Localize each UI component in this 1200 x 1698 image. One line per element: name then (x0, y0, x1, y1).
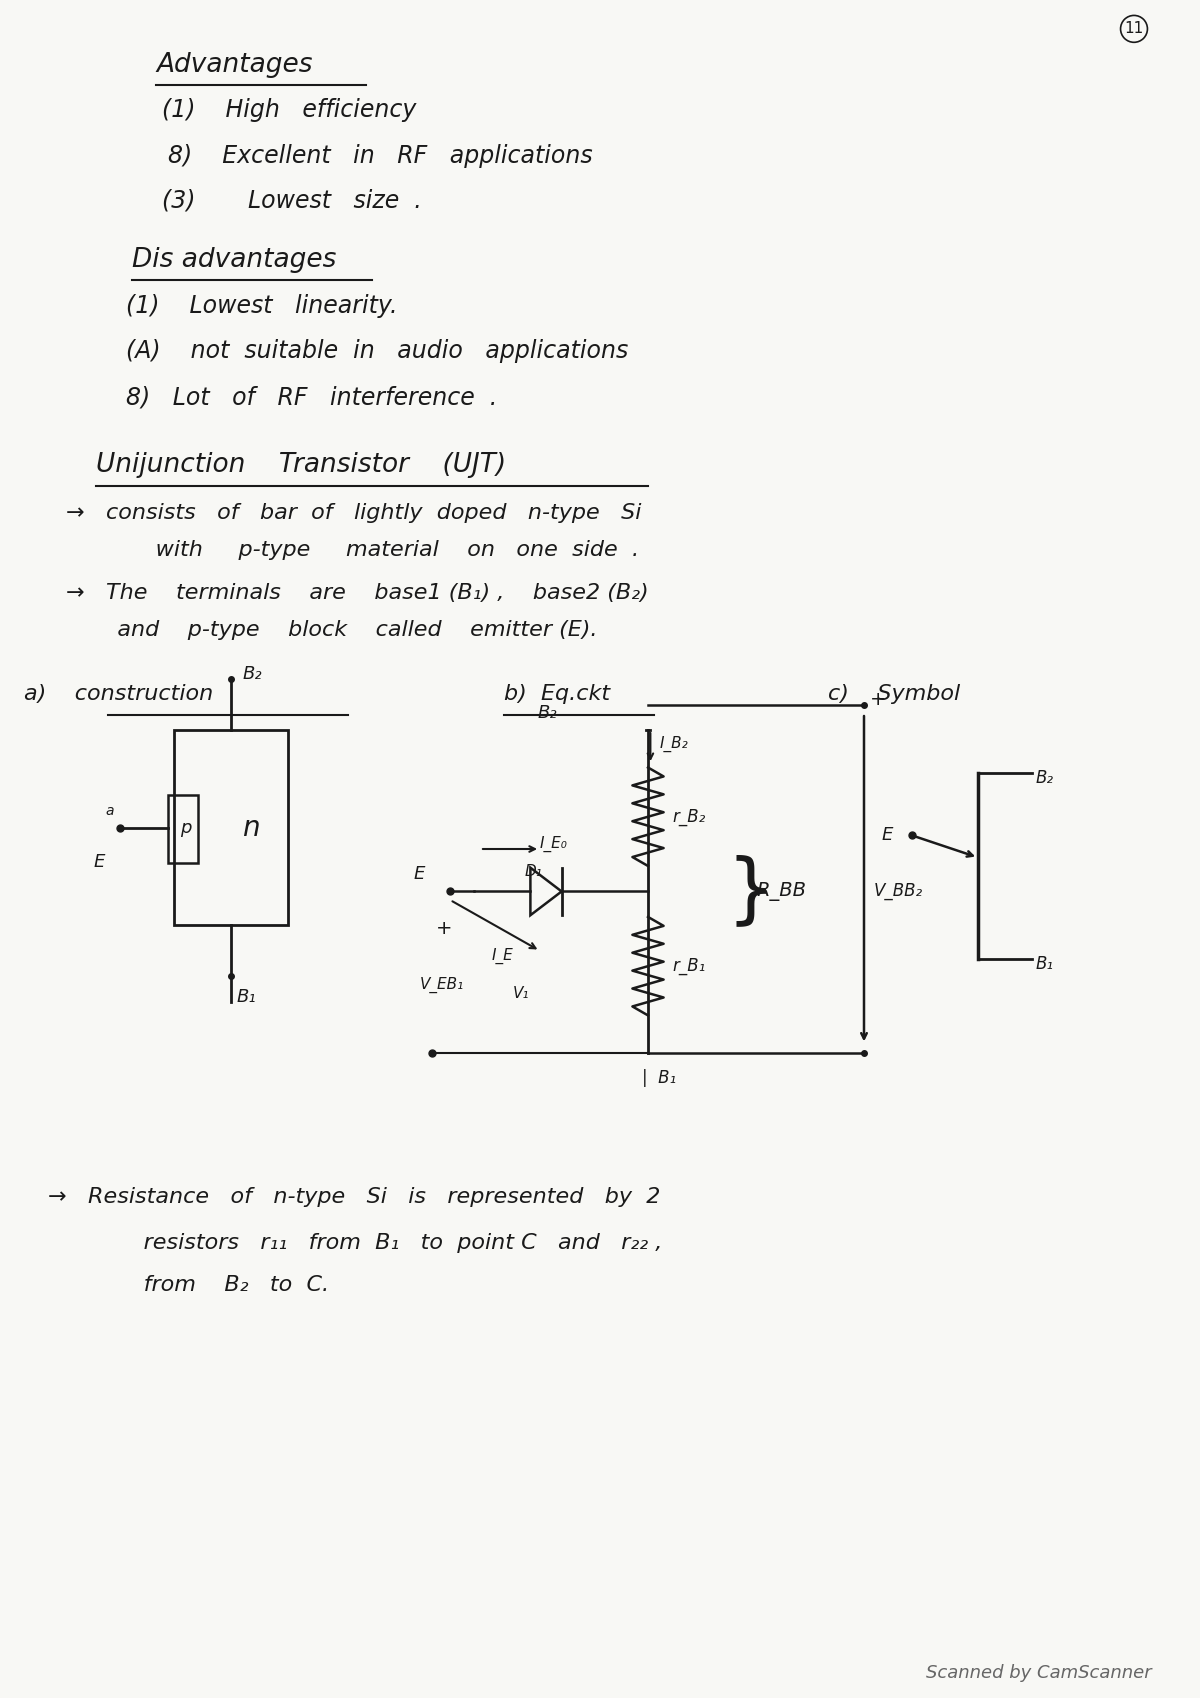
Text: →   The    terminals    are    base1 (B₁) ,    base2 (B₂): → The terminals are base1 (B₁) , base2 (… (66, 582, 649, 603)
Text: B₂: B₂ (538, 705, 557, 722)
Text: r_B₂: r_B₂ (672, 808, 706, 825)
Text: V_BB₂: V_BB₂ (874, 883, 923, 900)
Text: V₁: V₁ (512, 987, 529, 1000)
Text: b)  Eq.ckt: b) Eq.ckt (504, 684, 610, 705)
Text: (1)    Lowest   linearity.: (1) Lowest linearity. (126, 294, 397, 318)
Text: from    B₂   to  C.: from B₂ to C. (108, 1275, 329, 1296)
Text: 11: 11 (1124, 22, 1144, 36)
Text: +: + (870, 689, 887, 710)
Text: and    p-type    block    called    emitter (E).: and p-type block called emitter (E). (96, 620, 598, 640)
Text: }: } (726, 854, 774, 929)
Text: B₁: B₁ (238, 988, 257, 1005)
Text: R_BB: R_BB (756, 881, 806, 902)
Text: Advantages: Advantages (156, 51, 312, 78)
Text: 8)   Lot   of   RF   interference  .: 8) Lot of RF interference . (126, 385, 497, 409)
Text: Scanned by CamScanner: Scanned by CamScanner (926, 1664, 1152, 1681)
Text: |  B₁: | B₁ (642, 1070, 676, 1087)
Text: Dis advantages: Dis advantages (132, 246, 336, 273)
Text: →   consists   of   bar  of   lightly  doped   n-type   Si: → consists of bar of lightly doped n-typ… (66, 503, 641, 523)
Text: Unijunction    Transistor    (UJT): Unijunction Transistor (UJT) (96, 452, 506, 479)
Text: →   Resistance   of   n-type   Si   is   represented   by  2: → Resistance of n-type Si is represented… (48, 1187, 660, 1207)
Text: r_B₁: r_B₁ (672, 958, 706, 975)
Text: resistors   r₁₁   from  B₁   to  point C   and   r₂₂ ,: resistors r₁₁ from B₁ to point C and r₂₂… (108, 1233, 662, 1253)
Bar (174, 730, 288, 925)
Text: B₂: B₂ (1036, 769, 1054, 786)
Text: 8)    Excellent   in   RF   applications: 8) Excellent in RF applications (168, 144, 593, 168)
Text: (A)    not  suitable  in   audio   applications: (A) not suitable in audio applications (126, 340, 629, 363)
Text: a)    construction: a) construction (24, 684, 214, 705)
Text: a: a (106, 803, 114, 818)
Text: E: E (882, 827, 893, 844)
Text: I_E₀: I_E₀ (540, 835, 568, 852)
Text: B₂: B₂ (244, 666, 263, 683)
Text: n: n (242, 813, 260, 842)
Text: E: E (94, 852, 104, 871)
Text: c)    Symbol: c) Symbol (828, 684, 960, 705)
Text: I_B₂: I_B₂ (660, 735, 689, 752)
Text: (3)       Lowest   size  .: (3) Lowest size . (162, 188, 421, 212)
Text: (1)    High   efficiency: (1) High efficiency (162, 98, 416, 122)
Bar (168, 795, 198, 863)
Text: with     p-type     material    on   one  side  .: with p-type material on one side . (120, 540, 640, 560)
Text: I_E: I_E (492, 947, 514, 964)
Text: E: E (414, 866, 425, 883)
Text: D₁: D₁ (524, 864, 542, 878)
Text: p: p (180, 818, 191, 837)
Text: V_EB₁: V_EB₁ (420, 976, 464, 993)
Text: B₁: B₁ (1036, 956, 1054, 973)
Text: +: + (436, 919, 452, 939)
